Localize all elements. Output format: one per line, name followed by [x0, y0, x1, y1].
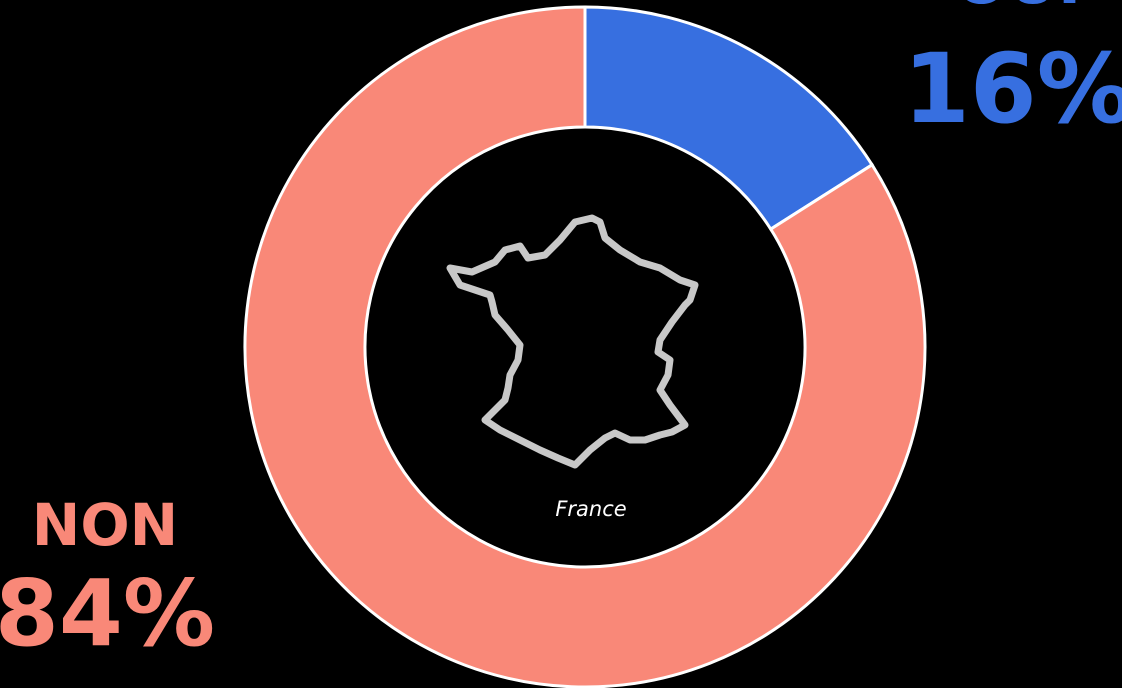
value-label: 16%: [903, 33, 1122, 145]
slices: [243, 5, 927, 688]
donut-slice: [583, 5, 875, 232]
category-label: NON: [32, 491, 178, 559]
center-label: France: [555, 497, 626, 521]
donut-slice: [243, 5, 927, 688]
france-map: [446, 214, 699, 469]
category-label: OUI: [955, 0, 1081, 18]
value-label: 84%: [0, 560, 215, 667]
